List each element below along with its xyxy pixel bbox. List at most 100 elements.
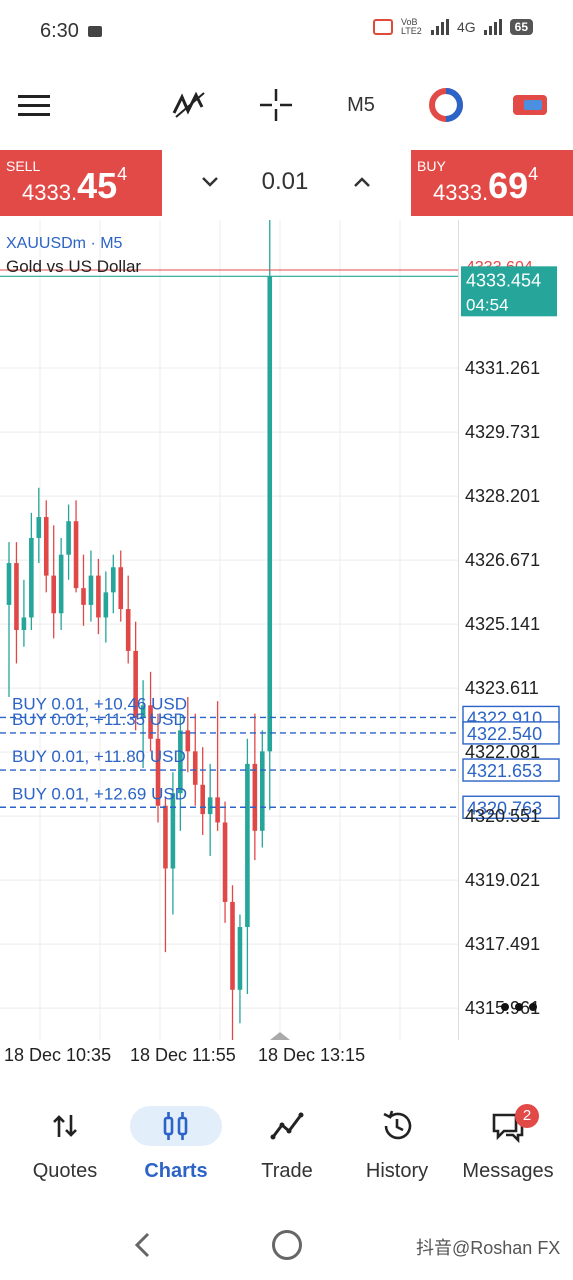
position-label-0: BUY 0.01, +10.46 USD <box>12 694 187 713</box>
tab-history-label: History <box>365 1160 429 1182</box>
lot-increase-button[interactable] <box>347 164 377 200</box>
lot-size-field[interactable]: 0.01 <box>261 168 309 195</box>
candle-body-33 <box>252 763 258 831</box>
chart-grid <box>0 220 458 1040</box>
sell-label: SELL <box>6 158 41 174</box>
candle-body-3 <box>29 537 34 618</box>
watermark-text: 抖音@Roshan FX <box>416 1238 561 1258</box>
candle-body-23 <box>178 730 183 794</box>
candle-body-7 <box>58 554 64 614</box>
one-click-trade-panel: SELL 4333.454 0.01 BUY 4333.694 <box>0 150 573 216</box>
candle-body-1 <box>14 563 19 630</box>
crosshair-icon[interactable] <box>256 78 296 132</box>
indicators-icon[interactable] <box>168 78 212 132</box>
signal-icon <box>430 19 449 35</box>
candle-body-25 <box>192 751 198 785</box>
candle-body-16 <box>125 609 131 651</box>
price-tick-0: 4331.261 <box>465 358 540 378</box>
sell-button[interactable]: SELL 4333.454 <box>0 150 162 216</box>
bottom-tab-bar: Quotes Charts Trade History 2 Messages <box>0 1098 573 1194</box>
timeframe-button[interactable]: M5 <box>347 93 375 116</box>
candle-body-26 <box>200 784 205 815</box>
candle-body-8 <box>66 521 71 555</box>
tab-history[interactable]: History <box>342 1098 452 1194</box>
one-click-trading-icon[interactable] <box>424 78 468 132</box>
buy-button[interactable]: BUY 4333.694 <box>411 150 573 216</box>
candle-body-0 <box>6 563 12 605</box>
time-tick-2: 18 Dec 13:15 <box>258 1045 365 1065</box>
candle-body-35 <box>267 276 273 752</box>
price-tick-8: 4319.021 <box>465 870 540 890</box>
battery-icon: 65 <box>509 19 533 35</box>
position-price-1: 4322.540 <box>467 724 542 744</box>
candle-body-4 <box>36 517 42 538</box>
tab-charts-label: Charts <box>144 1160 208 1182</box>
chart-toolbar: M5 <box>0 78 573 132</box>
time-tick-0: 18 Dec 10:35 <box>4 1045 111 1065</box>
candle-body-18 <box>140 705 146 718</box>
candle-body-14 <box>111 567 116 593</box>
position-price-box-3 <box>462 795 560 819</box>
quotes-icon <box>37 1106 93 1146</box>
menu-icon[interactable] <box>14 78 54 132</box>
candle-body-9 <box>73 521 79 589</box>
price-axis-divider <box>458 220 459 1040</box>
home-icon[interactable] <box>272 1230 302 1260</box>
cast-icon <box>372 19 393 35</box>
candle-body-17 <box>133 650 138 718</box>
price-tick-6: 4322.081 <box>465 742 540 762</box>
candle-body-15 <box>118 567 124 610</box>
candle-body-10 <box>81 588 86 605</box>
scroll-marker-icon[interactable] <box>270 1032 290 1040</box>
candle-body-32 <box>245 763 250 928</box>
candle-body-28 <box>215 797 220 823</box>
back-icon[interactable] <box>128 1230 158 1260</box>
tab-charts[interactable]: Charts <box>121 1098 231 1194</box>
network-label: 4G <box>456 19 476 35</box>
trade-panel-icon[interactable] <box>508 78 552 132</box>
messages-badge: 2 <box>515 1104 539 1128</box>
status-bar: 6:30 VoB LTE2 4G 65 <box>0 0 573 62</box>
lot-decrease-button[interactable] <box>195 164 225 200</box>
system-nav-bar: 抖音@Roshan FX <box>0 1210 573 1280</box>
candle-body-22 <box>170 793 176 869</box>
candle-body-12 <box>96 575 101 618</box>
tab-quotes[interactable]: Quotes <box>10 1098 120 1194</box>
charts-icon <box>130 1106 222 1146</box>
status-icons: VoB LTE2 4G 65 <box>372 17 533 36</box>
price-tick-1: 4329.731 <box>465 422 540 442</box>
candle-body-19 <box>148 705 153 739</box>
candle-body-13 <box>103 592 109 618</box>
candle-body-27 <box>207 797 213 815</box>
countdown-label: 04:54 <box>466 295 509 314</box>
bid-price-label: 4333.454 <box>466 270 541 290</box>
bid-price-box <box>461 266 557 317</box>
candle-body-29 <box>222 822 228 902</box>
position-price-2: 4321.653 <box>467 761 542 781</box>
candle-body-20 <box>155 738 161 806</box>
tab-messages[interactable]: 2 Messages <box>453 1098 563 1194</box>
position-label-1: BUY 0.01, +11.35 USD <box>12 710 186 729</box>
tab-trade-label: Trade <box>261 1160 313 1182</box>
tab-trade[interactable]: Trade <box>232 1098 342 1194</box>
time-axis: 18 Dec 10:35 18 Dec 11:55 18 Dec 13:15 <box>4 1045 365 1065</box>
price-tick-9: 4317.491 <box>465 934 540 954</box>
position-label-3: BUY 0.01, +12.69 USD <box>12 784 187 803</box>
price-tick-5: 4323.611 <box>465 678 539 698</box>
candle-body-6 <box>51 575 56 614</box>
price-tick-4: 4325.141 <box>465 614 540 634</box>
camera-icon <box>88 26 102 37</box>
position-price-box-1 <box>462 721 560 745</box>
history-icon <box>369 1106 425 1146</box>
candle-body-5 <box>43 517 49 576</box>
trade-icon <box>259 1106 315 1146</box>
tab-messages-label: Messages <box>462 1160 554 1182</box>
position-price-box-2 <box>462 758 560 782</box>
lte-label: VoB LTE2 <box>400 17 422 36</box>
candle-body-30 <box>230 901 235 990</box>
chart-symbol: XAUUSDm · M5 <box>6 235 123 252</box>
more-options-icon[interactable] <box>496 994 542 1020</box>
